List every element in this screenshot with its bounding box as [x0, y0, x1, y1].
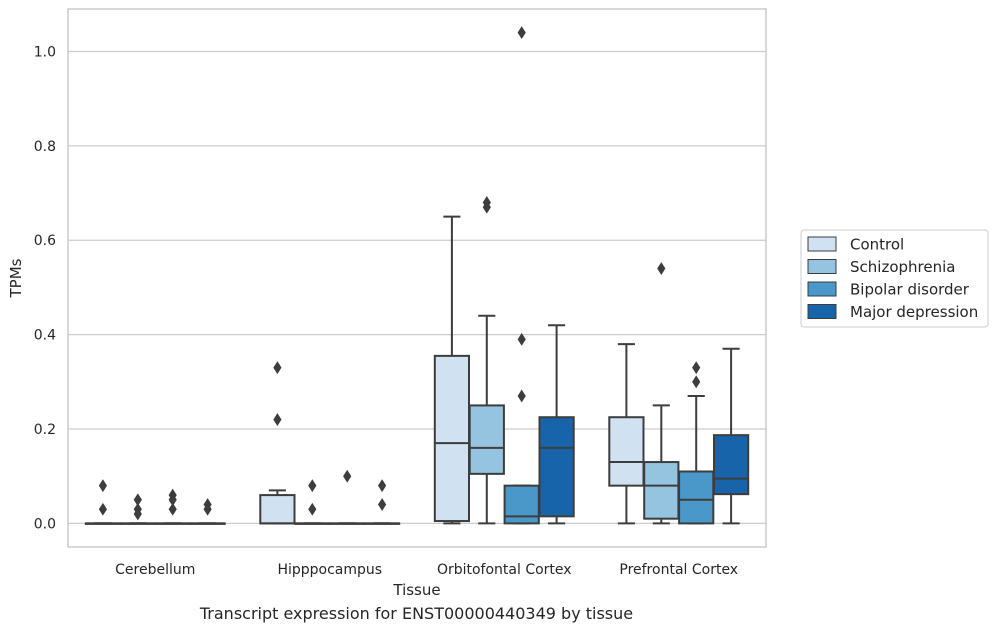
legend-swatch [807, 281, 837, 297]
y-tick-label: 0.0 [34, 516, 56, 532]
box-body [468, 404, 505, 475]
outlier-point [692, 375, 701, 389]
legend-swatch [807, 259, 837, 274]
figure-caption: Transcript expression for ENST0000044034… [199, 604, 634, 623]
box-bipolar-disorder [154, 488, 191, 525]
outlier-point [482, 200, 491, 214]
outlier-point [378, 498, 387, 511]
x-tick-label: Hipppocampus [277, 562, 382, 578]
y-tick-label: 0.4 [34, 328, 56, 344]
box-major-depression [189, 498, 226, 525]
outlier-point [98, 479, 107, 493]
box-major-depression [363, 479, 401, 525]
box-major-depression [712, 347, 750, 525]
box-schizophrenia [294, 479, 331, 525]
legend-items: Control Schizophrenia Bipolar disorder Majo… [807, 236, 978, 321]
box-control [84, 479, 122, 525]
legend-label: Bipolar disorder [850, 281, 970, 299]
y-axis-label: TPMs [7, 258, 25, 298]
legend-swatch [807, 236, 837, 252]
box-bipolar-disorder [678, 361, 715, 525]
x-tick-label: Orbitofontal Cortex [437, 562, 572, 578]
plot-area-frame [67, 8, 767, 548]
y-tick-label: 0.8 [34, 139, 56, 155]
y-tick-label: 0.6 [34, 233, 56, 249]
box-major-depression [538, 324, 575, 525]
grid-lines [68, 50, 766, 525]
outlier-point [657, 262, 666, 275]
box-body [503, 484, 540, 525]
box-body [678, 470, 715, 525]
outlier-point [517, 389, 526, 403]
x-tick-labels: Cerebellum Hipppocampus Orbitofontal Corte… [115, 562, 738, 578]
legend-label: Schizophrenia [850, 258, 955, 276]
box-bipolar-disorder [503, 26, 540, 525]
outlier-point [308, 479, 317, 493]
y-tick-label: 0.2 [34, 422, 56, 438]
box-body [608, 416, 645, 487]
box-body [712, 434, 750, 496]
outlier-point [273, 413, 282, 427]
x-tick-label: Prefrontal Cortex [619, 562, 738, 578]
outlier-point [517, 332, 526, 346]
box-schizophrenia [119, 493, 156, 525]
outlier-point [517, 26, 526, 40]
box-bipolar-disorder [329, 469, 366, 525]
box-schizophrenia [643, 262, 680, 525]
box-body [433, 354, 471, 523]
x-tick-label: Cerebellum [115, 562, 195, 578]
x-axis-label: Tissue [392, 581, 440, 599]
outlier-point [308, 502, 317, 516]
outlier-point [203, 502, 212, 516]
box-control [608, 343, 645, 525]
outlier-point [273, 361, 282, 375]
legend-swatch [807, 304, 837, 319]
outlier-point [133, 507, 142, 521]
box-control [433, 215, 471, 525]
outlier-point [692, 361, 701, 375]
outlier-point [343, 469, 352, 483]
outlier-point [168, 502, 177, 516]
box-body [538, 416, 575, 518]
y-tick-labels: 0.0 0.2 0.4 0.6 0.8 1.0 [34, 44, 56, 532]
legend: Control Schizophrenia Bipolar disorder Majo… [800, 229, 989, 328]
box-body [259, 494, 296, 525]
outlier-point [98, 502, 107, 516]
box-body [643, 461, 680, 520]
box-control [259, 361, 296, 525]
legend-label: Control [850, 236, 904, 254]
outlier-point [378, 479, 387, 493]
legend-label: Major depression [850, 303, 978, 321]
y-tick-label: 1.0 [34, 44, 56, 60]
legend-frame [800, 229, 989, 328]
box-series [84, 26, 750, 525]
box-schizophrenia [468, 196, 505, 525]
